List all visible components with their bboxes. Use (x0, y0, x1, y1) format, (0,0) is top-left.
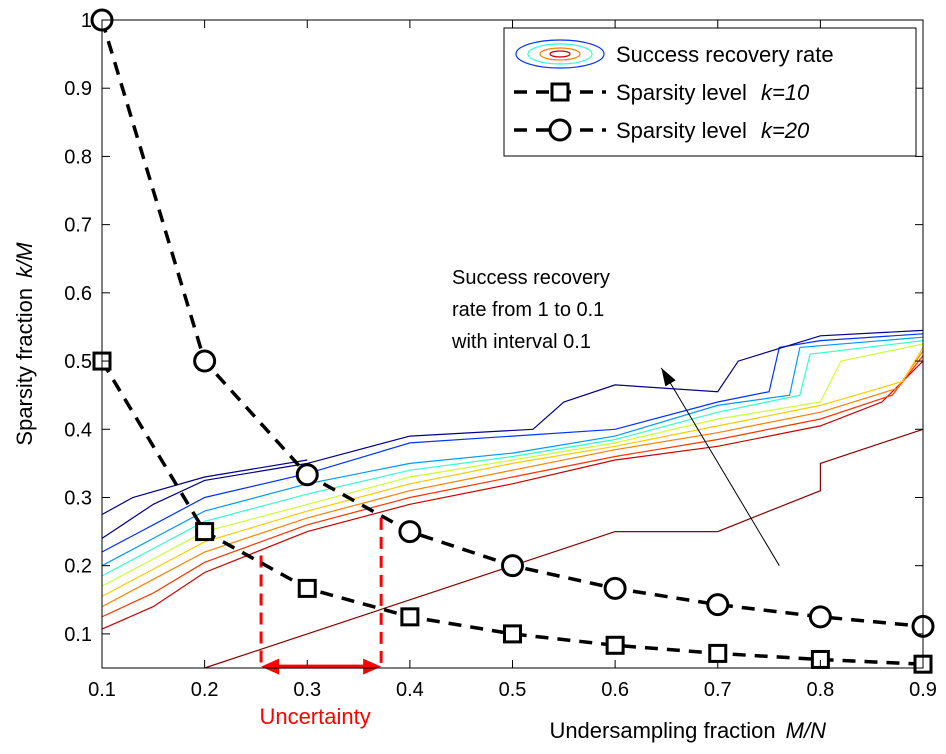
legend: Success recovery rate Sparsity level k=10… (504, 28, 916, 156)
y-tick-label: 0.9 (64, 78, 92, 100)
x-tick-label: 0.4 (396, 679, 424, 701)
contour-line (102, 334, 923, 552)
uncertainty-label: Uncertainty (259, 704, 370, 729)
square-marker (607, 637, 623, 653)
legend-square-marker (552, 84, 568, 100)
y-axis-label: Sparsity fractionk/M (12, 242, 37, 446)
legend-label: Success recovery rate (616, 42, 834, 67)
x-tick-label: 0.7 (704, 679, 732, 701)
square-marker (197, 524, 213, 540)
y-tick-label: 0.7 (64, 215, 92, 237)
contour-line (102, 337, 923, 566)
series-line (102, 361, 923, 664)
contour-line (102, 330, 923, 538)
square-marker (402, 609, 418, 625)
contour-line (102, 361, 923, 629)
x-tick-label: 0.9 (909, 679, 937, 701)
x-tick-label: 0.1 (88, 679, 116, 701)
x-axis-label: Undersampling fraction M/N (549, 718, 826, 743)
legend-circle-marker (550, 120, 570, 140)
uncertainty-markers (261, 518, 381, 675)
x-tick-label: 0.3 (293, 679, 321, 701)
annotation-text-line: Success recovery (452, 267, 610, 289)
arrow-annotation: Success recovery rate from 1 to 0.1 with i… (451, 267, 779, 566)
y-tick-label: 0.4 (64, 419, 92, 441)
contour-line (102, 341, 923, 576)
annotation-arrow-head (661, 368, 675, 387)
circle-marker (297, 465, 317, 485)
square-marker (299, 580, 315, 596)
uncertainty-arrow-left-head (261, 659, 279, 675)
square-marker (505, 626, 521, 642)
y-tick-label: 0.6 (64, 283, 92, 305)
annotation-arrow-line (661, 368, 779, 566)
annotation-text-line: with interval 0.1 (451, 331, 591, 353)
y-tick-label: 0.5 (64, 351, 92, 373)
legend-label: Sparsity level k=10 (616, 80, 810, 105)
contour-lines (102, 330, 923, 668)
legend-label: Sparsity level k=20 (616, 118, 810, 143)
y-tick-label: 0.1 (64, 624, 92, 646)
circle-marker (195, 351, 215, 371)
y-tick-label: 0.8 (64, 146, 92, 168)
x-tick-label: 0.2 (191, 679, 219, 701)
circle-marker (708, 595, 728, 615)
annotation-text-line: rate from 1 to 0.1 (452, 299, 604, 321)
square-marker (710, 645, 726, 661)
circle-marker (810, 607, 830, 627)
uncertainty-arrow-right-head (363, 659, 381, 675)
x-tick-label: 0.5 (499, 679, 527, 701)
x-tick-label: 0.8 (806, 679, 834, 701)
y-tick-label: 0.3 (64, 487, 92, 509)
circle-marker (400, 522, 420, 542)
y-tick-label: 1 (81, 10, 92, 32)
circle-marker (605, 578, 625, 598)
y-tick-label: 0.2 (64, 556, 92, 578)
contour-line (102, 344, 923, 586)
circle-marker (503, 556, 523, 576)
x-tick-label: 0.6 (601, 679, 629, 701)
